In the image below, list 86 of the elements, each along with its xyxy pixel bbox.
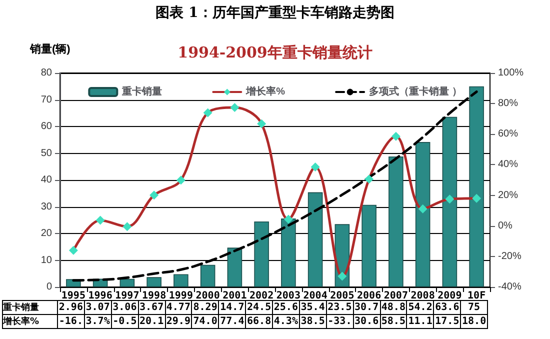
data-label: 58.5 bbox=[380, 314, 407, 328]
legend-label: 重卡销量 bbox=[121, 86, 162, 98]
data-label: 63.6 bbox=[434, 300, 461, 314]
bar bbox=[308, 192, 323, 287]
y-tick-label: 30 bbox=[40, 201, 52, 212]
y-axis-title: 销量(辆) bbox=[29, 42, 71, 56]
legend-label: 多项式（重卡销量 ） bbox=[369, 86, 462, 98]
bar bbox=[200, 264, 216, 287]
data-label: 75 bbox=[460, 300, 488, 314]
text: 增长率% bbox=[3, 317, 40, 327]
data-label: 3.7% bbox=[84, 314, 112, 328]
data-label: 14.7 bbox=[218, 300, 246, 314]
data-label: 77.4 bbox=[218, 314, 246, 328]
x-tick-label: 2006 bbox=[357, 290, 382, 302]
text: 重卡销量 bbox=[3, 303, 39, 313]
y2-tick-label: 60% bbox=[498, 128, 518, 140]
bar bbox=[362, 204, 376, 287]
data-label: 11.1 bbox=[406, 314, 434, 328]
data-label: 8.29 bbox=[192, 300, 219, 314]
y2-tick-label: 100% bbox=[498, 68, 524, 78]
data-label: 20.1 bbox=[138, 314, 165, 328]
y2-tick-label: 40% bbox=[498, 159, 518, 170]
x-tick-label: 2005 bbox=[330, 290, 354, 302]
x-tick-label: 1999 bbox=[168, 290, 193, 302]
y-tick-label: 70 bbox=[40, 94, 52, 106]
y-tick-label: 40 bbox=[40, 174, 52, 186]
bar bbox=[174, 274, 188, 287]
data-label: 3.67 bbox=[138, 300, 165, 314]
x-tick-label: 2002 bbox=[250, 290, 274, 302]
y-tick-label: 80 bbox=[40, 68, 52, 78]
bar bbox=[388, 156, 404, 287]
x-tick-label: 2000 bbox=[196, 290, 220, 302]
x-tick-label: 2004 bbox=[303, 290, 328, 302]
x-tick-label: 1995 bbox=[61, 290, 86, 302]
data-label: 4.3% bbox=[272, 314, 300, 328]
data-label: 48.8 bbox=[380, 300, 407, 314]
x-tick-label: 2001 bbox=[222, 290, 247, 302]
legend-label: 增长率% bbox=[245, 86, 286, 98]
x-tick-label: 1998 bbox=[142, 290, 166, 302]
data-label: 30.7 bbox=[353, 300, 380, 314]
data-label: 18.0 bbox=[460, 314, 488, 328]
data-label: 3.06 bbox=[111, 300, 138, 314]
bar bbox=[281, 218, 296, 287]
data-label: 30.6 bbox=[353, 314, 380, 328]
y-tick-label: 60 bbox=[40, 121, 52, 132]
bar bbox=[415, 142, 430, 287]
x-tick-label: 1996 bbox=[88, 290, 112, 302]
y-tick-label: 0 bbox=[46, 282, 52, 292]
bar bbox=[469, 86, 484, 287]
data-label: 35.4 bbox=[299, 300, 326, 314]
data-label: 25.6 bbox=[272, 300, 300, 314]
bar bbox=[120, 278, 135, 287]
y2-tick-label: -20% bbox=[498, 250, 522, 262]
x-tick-label: 2003 bbox=[276, 290, 300, 302]
data-label: 3.07 bbox=[84, 300, 112, 314]
y2-tick-label: 80% bbox=[498, 98, 518, 110]
chart-subtitle: 1994-2009年重卡销量统计 bbox=[178, 44, 372, 62]
y-tick-label: 20 bbox=[40, 228, 52, 239]
bar bbox=[442, 116, 458, 287]
chart-title: 图表 1：历年国产重型卡车销路走势图 bbox=[154, 4, 396, 22]
data-label: 66.8 bbox=[246, 314, 272, 328]
bar bbox=[146, 277, 162, 287]
data-label: 23.5 bbox=[326, 300, 354, 314]
data-label: -33. bbox=[326, 314, 354, 328]
bar bbox=[254, 221, 269, 287]
y-tick-label: 50 bbox=[40, 148, 52, 159]
data-label: 38.5 bbox=[299, 314, 326, 328]
y2-tick-label: 0% bbox=[498, 220, 513, 232]
x-tick-label: 2008 bbox=[410, 290, 435, 302]
y-tick-label: 10 bbox=[40, 254, 52, 266]
x-tick-label: 1997 bbox=[115, 290, 140, 302]
data-label: -0.5 bbox=[111, 314, 138, 328]
data-label: -16. bbox=[58, 314, 84, 328]
data-label: 74.0 bbox=[192, 314, 219, 328]
data-label: 54.2 bbox=[406, 300, 434, 314]
data-label: 2.96 bbox=[58, 300, 84, 314]
data-label: 17.5 bbox=[434, 314, 461, 328]
bar bbox=[227, 248, 242, 287]
data-label: 29.9 bbox=[165, 314, 192, 328]
x-tick-label: 2007 bbox=[384, 290, 408, 302]
data-label: 4.77 bbox=[165, 300, 192, 314]
y2-tick-label: -40% bbox=[498, 282, 522, 292]
data-label: 24.5 bbox=[246, 300, 272, 314]
x-tick-label: 10F bbox=[468, 290, 486, 302]
y2-tick-label: 20% bbox=[498, 190, 518, 201]
x-tick-label: 2009 bbox=[438, 290, 462, 302]
